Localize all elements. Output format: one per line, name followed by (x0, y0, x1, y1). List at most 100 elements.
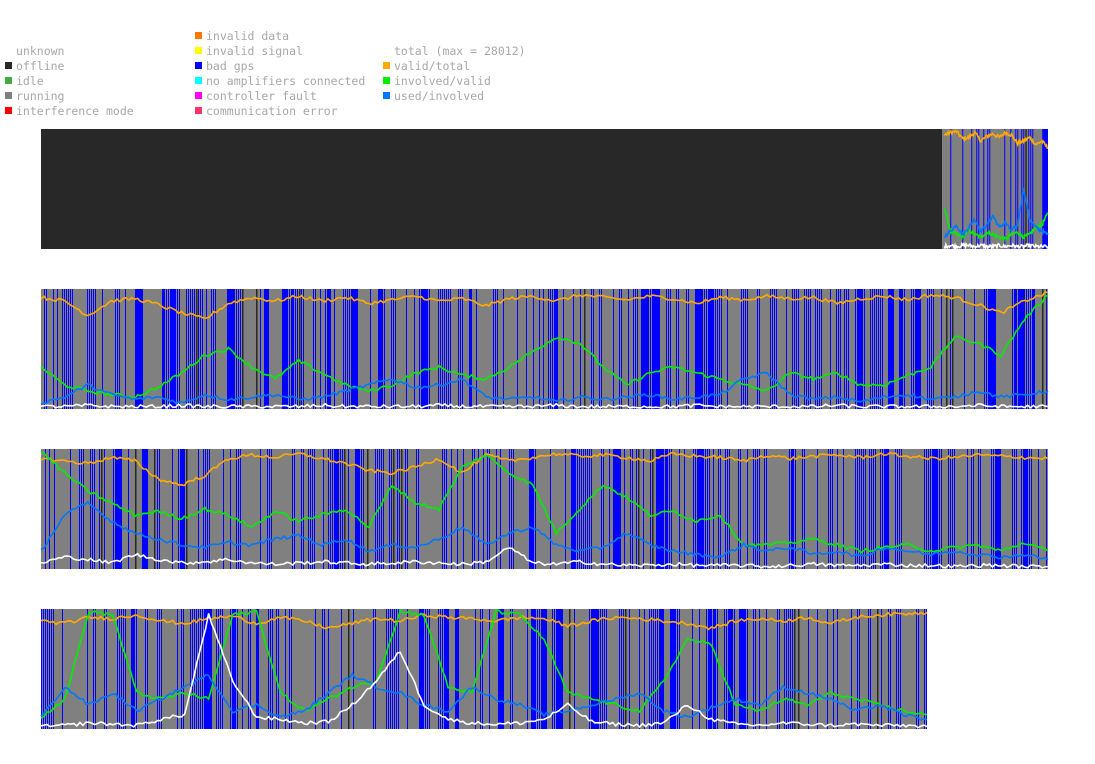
bad-gps-mark (49, 449, 50, 569)
bad-gps-mark (460, 289, 461, 409)
bad-gps-mark (1021, 129, 1023, 249)
bad-gps-mark (361, 449, 362, 569)
bad-gps-mark (513, 449, 514, 569)
bad-gps-mark (652, 289, 660, 409)
legend-swatch-idle (5, 77, 12, 84)
bad-gps-mark (550, 449, 551, 569)
bad-gps-mark (857, 449, 858, 569)
bad-gps-mark (89, 289, 90, 409)
legend-swatch-communication-error (195, 107, 202, 114)
bad-gps-mark (971, 129, 973, 249)
bad-gps-mark (269, 449, 270, 569)
bad-gps-mark (347, 289, 348, 409)
bad-gps-mark (230, 609, 231, 729)
bad-gps-mark (57, 289, 58, 409)
bad-gps-mark (68, 289, 69, 409)
bad-gps-mark (340, 449, 341, 569)
bad-gps-mark (755, 449, 756, 569)
bad-gps-mark (941, 449, 942, 569)
bad-gps-mark (878, 289, 879, 409)
bad-gps-mark (172, 449, 173, 569)
bad-gps-mark (446, 289, 447, 409)
legend-label-valid-total: valid/total (394, 59, 471, 73)
bad-gps-mark (45, 449, 46, 569)
bad-gps-mark (724, 609, 725, 729)
panel-2-series-total (40, 402, 1049, 409)
bad-gps-mark (708, 609, 712, 729)
legend-swatch-invalid-signal (195, 47, 202, 54)
bad-gps-mark (427, 609, 428, 729)
legend-item-controller-fault: controller fault (195, 89, 317, 104)
bad-gps-mark (857, 289, 863, 409)
bad-gps-mark (857, 609, 858, 729)
bad-gps-mark (669, 449, 670, 569)
bad-gps-mark (777, 609, 778, 729)
legend-swatch-bad-gps (195, 62, 202, 69)
offline-mark (367, 449, 369, 569)
bad-gps-mark (635, 289, 636, 409)
panel-3-series-valid-total (40, 451, 1049, 487)
legend-item-involved-valid: involved/valid (383, 74, 491, 89)
bad-gps-mark (242, 609, 243, 729)
bad-gps-mark (954, 449, 955, 569)
bad-gps-mark (106, 609, 107, 729)
bad-gps-mark (363, 449, 364, 569)
bad-gps-mark (285, 609, 286, 729)
panel-3-bad-gps-marks (45, 449, 1047, 569)
bad-gps-mark (1032, 289, 1035, 409)
bad-gps-mark (918, 609, 919, 729)
bad-gps-mark (786, 609, 787, 729)
legend-label-total: total (max = 28012) (394, 44, 526, 58)
bad-gps-mark (571, 449, 576, 569)
bad-gps-mark (349, 289, 350, 409)
bad-gps-mark (327, 289, 331, 409)
bad-gps-mark (757, 289, 758, 409)
bad-gps-mark (815, 289, 816, 409)
bad-gps-mark (563, 289, 564, 409)
bad-gps-mark (256, 609, 259, 729)
bad-gps-mark (600, 609, 601, 729)
bad-gps-mark (394, 609, 395, 729)
bad-gps-mark (104, 609, 105, 729)
bad-gps-mark (870, 289, 871, 409)
bad-gps-mark (713, 449, 714, 569)
bad-gps-mark (54, 449, 55, 569)
bad-gps-mark (556, 609, 563, 729)
bad-gps-mark (438, 289, 439, 409)
bad-gps-mark (292, 449, 293, 569)
bad-gps-mark (125, 289, 126, 409)
bad-gps-mark (986, 289, 987, 409)
bad-gps-mark (679, 609, 680, 729)
bad-gps-mark (351, 289, 358, 409)
bad-gps-mark (888, 609, 889, 729)
bad-gps-mark (895, 449, 896, 569)
legend-item-unknown: unknown (5, 44, 64, 59)
bad-gps-mark (159, 609, 160, 729)
bad-gps-mark (325, 289, 326, 409)
bad-gps-mark (117, 289, 118, 409)
bad-gps-mark (310, 449, 311, 569)
bad-gps-mark (770, 289, 771, 409)
bad-gps-mark (405, 449, 406, 569)
bad-gps-mark (609, 449, 610, 569)
bad-gps-mark (315, 609, 316, 729)
bad-gps-mark (552, 289, 553, 409)
offline-mark (877, 609, 879, 729)
legend-label-involved-valid: involved/valid (394, 74, 491, 88)
bad-gps-mark (355, 449, 360, 569)
bad-gps-mark (591, 609, 599, 729)
legend-swatch-valid-total (383, 62, 390, 69)
legend-label-no-amplifiers: no amplifiers connected (206, 74, 366, 88)
bad-gps-mark (836, 289, 837, 409)
bad-gps-mark (390, 609, 391, 729)
bad-gps-mark (764, 449, 765, 569)
bad-gps-mark (740, 449, 741, 569)
bad-gps-mark (604, 609, 605, 729)
bad-gps-mark (391, 289, 392, 409)
panel-2-series-involved-valid (40, 294, 1049, 400)
bad-gps-mark (930, 449, 931, 569)
bad-gps-mark (613, 289, 614, 409)
bad-gps-mark (806, 289, 807, 409)
bad-gps-mark (859, 449, 860, 569)
bad-gps-mark (46, 289, 47, 409)
